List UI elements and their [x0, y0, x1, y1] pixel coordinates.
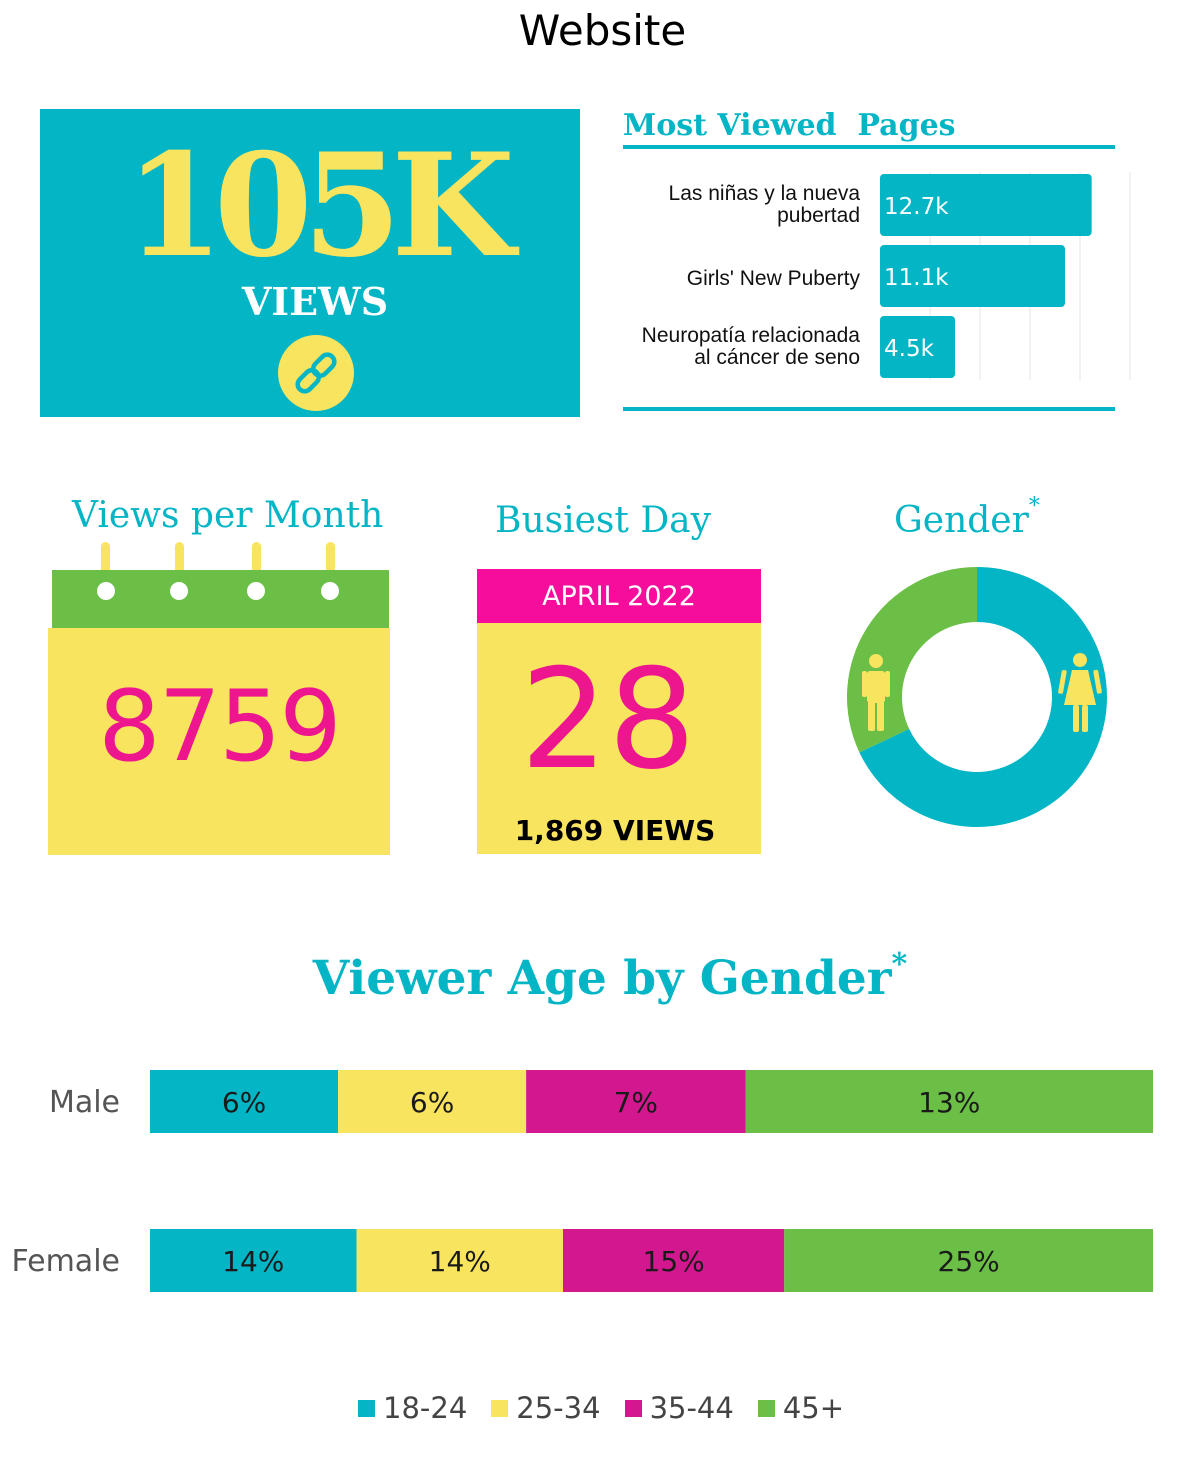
- page-title: Website: [518, 6, 687, 55]
- legend-label: 25-34: [516, 1391, 601, 1425]
- calendar-body: [48, 628, 390, 855]
- legend-swatch: [624, 1399, 642, 1417]
- segment-label: 7%: [614, 1086, 658, 1119]
- calendar-ring: [326, 542, 335, 592]
- age-legend: 18-24 25-34 35-44 45+: [358, 1388, 868, 1428]
- calendar-ring: [252, 542, 261, 592]
- segment-label: 6%: [222, 1086, 266, 1119]
- link-icon: [278, 335, 354, 411]
- gender-title-marker: *: [1028, 494, 1040, 519]
- stack-segment: [784, 1229, 1153, 1292]
- page-bar-label: 12.7k: [884, 194, 949, 220]
- gender-slice-male: [847, 567, 977, 753]
- busiest-day-card: [477, 623, 761, 854]
- segment-label: 25%: [938, 1245, 1000, 1278]
- row-label-female: Female: [12, 1244, 120, 1279]
- male-icon: [862, 654, 890, 731]
- views-per-month-value: 8759: [98, 670, 341, 784]
- most-viewed-bottom-rule: [623, 407, 1115, 411]
- stack-segment: [526, 1070, 746, 1133]
- page-name-label: Las niñas y la nueva pubertad: [669, 182, 861, 227]
- age-by-gender-chart: Male 6% 6% 7% 13% Female 14% 14% 15% 25%: [12, 1070, 1153, 1292]
- calendar-ring: [175, 542, 184, 592]
- total-views-label: VIEWS: [241, 279, 389, 324]
- female-icon: [1058, 653, 1102, 732]
- age-by-gender-title-text: Viewer Age by Gender: [312, 951, 892, 1006]
- calendar-ring-hole: [97, 582, 115, 600]
- calendar-ring-hole: [247, 582, 265, 600]
- segment-label: 15%: [643, 1245, 705, 1278]
- busiest-day-title: Busiest Day: [495, 500, 711, 541]
- most-viewed-chart: 12.7k Las niñas y la nueva pubertad 11.1k Gi…: [642, 172, 1131, 380]
- page-bar-label: 4.5k: [884, 336, 935, 362]
- calendar-ring-hole: [321, 582, 339, 600]
- legend-label: 18-24: [383, 1391, 468, 1425]
- stack-segment: [150, 1070, 339, 1133]
- legend-item: 18-24: [358, 1391, 467, 1425]
- calendar-ring-hole: [170, 582, 188, 600]
- legend-item: 35-44: [624, 1391, 734, 1425]
- total-views-value: 105K: [125, 123, 515, 289]
- total-views-card: 105K VIEWS: [40, 109, 580, 417]
- views-per-month-title: Views per Month: [72, 495, 384, 536]
- segment-label: 13%: [918, 1086, 980, 1119]
- page-bar-label: 11.1k: [884, 265, 949, 291]
- age-by-gender-title-marker: *: [891, 947, 908, 982]
- page-name-label: Girls' New Puberty: [687, 267, 861, 290]
- legend-label: 35-44: [649, 1391, 734, 1425]
- page-bar: [880, 316, 955, 378]
- gender-donut-chart: [847, 567, 1107, 827]
- page-bar: [880, 174, 1092, 236]
- legend-item: 25-34: [491, 1391, 601, 1425]
- stack-segment: [338, 1070, 527, 1133]
- gender-title: Gender*: [894, 494, 1040, 541]
- gender-slice-female: [859, 567, 1107, 827]
- legend-swatch: [757, 1399, 775, 1417]
- page-bar: [880, 245, 1065, 307]
- age-by-gender-title: Viewer Age by Gender*: [0, 947, 1200, 1006]
- legend-swatch: [491, 1399, 509, 1417]
- stack-segment: [563, 1229, 785, 1292]
- busiest-day-month: APRIL 2022: [477, 569, 761, 623]
- page-name-label: Neuropatía relacionada al cáncer de seno: [642, 324, 861, 369]
- stack-segment: [356, 1229, 563, 1292]
- legend-item: 45+: [757, 1391, 845, 1425]
- legend-swatch: [358, 1399, 375, 1417]
- segment-label: 14%: [222, 1245, 284, 1278]
- most-viewed-title: Most Viewed Pages: [623, 108, 956, 143]
- legend-label: 45+: [782, 1391, 845, 1425]
- stack-segment: [745, 1070, 1153, 1133]
- stack-segment: [150, 1229, 357, 1292]
- row-label-male: Male: [49, 1085, 120, 1120]
- busiest-day-views: 1,869 VIEWS: [514, 814, 716, 847]
- calendar-ring: [101, 542, 110, 592]
- segment-label: 6%: [410, 1086, 454, 1119]
- gender-title-text: Gender: [894, 500, 1029, 541]
- segment-label: 14%: [429, 1245, 491, 1278]
- busiest-day-date: 28: [520, 639, 696, 800]
- most-viewed-top-rule: [623, 145, 1115, 149]
